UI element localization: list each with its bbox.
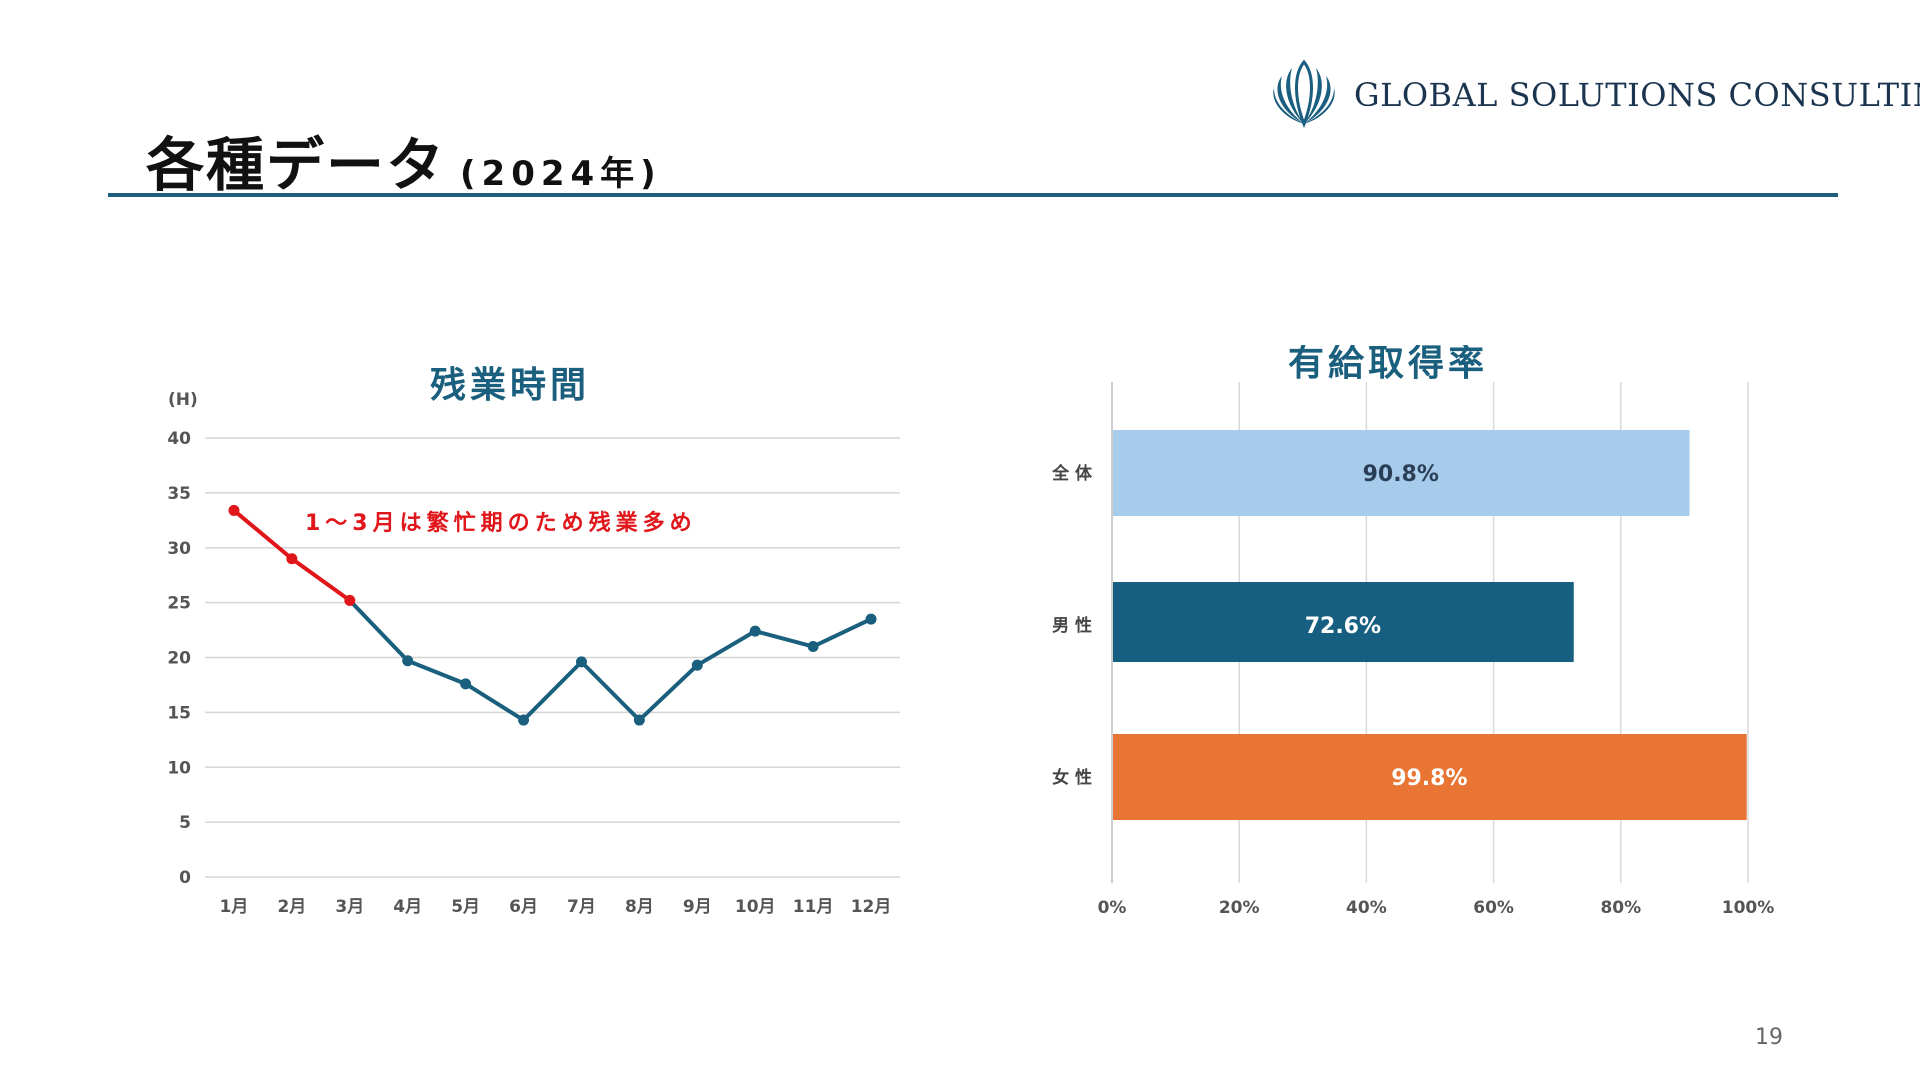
line-chart-x-tick-label: 8月 [625,897,654,917]
company-logo: GLOBAL SOLUTIONS CONSULTING [1264,54,1920,134]
line-chart-series-line [348,599,872,723]
line-chart-data-point [460,678,472,690]
paid-leave-bar-chart: 有給取得率 90.8% 72.6% 99.8% 全 体男 性女 性 0% 20% 40%… [1051,345,1775,918]
line-chart-x-tick-label: 9月 [683,897,712,917]
bar-chart-x-tick-label: 40% [1346,898,1387,918]
bar-chart-data-label: 90.8% [1363,462,1439,487]
slide-title-text: 各種データ [146,131,447,199]
bar-chart-title: 有給取得率 [1288,345,1488,384]
bar-chart-x-tick-label: 80% [1600,898,1641,918]
bar-chart-bar [1113,430,1690,516]
line-chart-x-tick-label: 4月 [393,897,422,917]
line-chart-x-tick-label: 2月 [277,897,306,917]
bar-chart-category-label: 女 性 [1052,767,1092,788]
line-chart-data-point [749,625,761,637]
line-chart-x-tick-label: 5月 [451,897,480,917]
bar-chart-category-label: 全 体 [1051,463,1093,484]
line-chart-data-point [402,655,414,667]
bar-chart-x-tick-label: 0% [1098,898,1127,918]
line-chart-data-point [575,656,587,668]
line-chart-data-point [865,613,877,625]
line-chart-y-tick-label: 25 [167,594,191,614]
line-chart-x-tick-label: 1月 [220,897,249,917]
overtime-line-chart: 残業時間 (H) 0 5 10 15 20 25 30 35 40 1月 2月 3月 4月 5月 6月 7月… [167,365,900,917]
line-chart-y-tick-label: 30 [167,539,191,559]
logo-text: GLOBAL SOLUTIONS CONSULTING [1354,76,1920,114]
page-number: 19 [1755,1025,1783,1050]
line-chart-data-point [691,659,703,671]
title-divider [108,193,1838,197]
line-chart-x-tick-label: 3月 [335,897,364,917]
bar-chart-bar [1113,582,1574,662]
line-chart-y-tick-label: 40 [167,429,191,449]
bar-chart-bar [1113,734,1747,820]
line-chart-x-tick-label: 10月 [735,897,776,917]
line-chart-y-tick-label: 15 [167,703,191,723]
line-chart-x-tick-label: 6月 [509,897,538,917]
line-chart-data-point [286,553,298,565]
line-chart-x-tick-label: 7月 [567,897,596,917]
line-chart-title: 残業時間 [430,365,590,406]
slide-title-year: (2024年) [460,154,662,194]
line-chart-data-point [633,714,645,726]
bar-chart-category-label: 男 性 [1052,615,1092,636]
line-chart-y-tick-label: 0 [179,868,191,888]
line-chart-x-tick-label: 12月 [851,897,892,917]
line-chart-y-tick-label: 20 [167,649,191,669]
slide-title: 各種データ (2024年) [146,118,662,202]
line-chart-annotation: 1～3月は繁忙期のため残業多め [305,510,697,536]
line-chart-data-point [228,504,240,516]
line-chart-data-point [518,714,530,726]
bar-chart-x-tick-label: 60% [1473,898,1514,918]
bar-chart-data-label: 72.6% [1305,614,1381,639]
logo-emblem-icon [1273,59,1335,129]
line-chart-data-point [807,641,819,653]
line-chart-y-tick-label: 10 [167,758,191,778]
bar-chart-x-tick-label: 100% [1722,898,1775,918]
line-chart-x-tick-label: 11月 [793,897,834,917]
bar-chart-x-tick-label: 20% [1219,898,1260,918]
line-chart-y-tick-label: 35 [167,484,191,504]
bar-chart-data-label: 99.8% [1391,766,1467,791]
line-chart-data-point [344,594,356,606]
line-chart-y-axis-label: (H) [168,390,198,410]
line-chart-y-tick-label: 5 [179,813,191,833]
